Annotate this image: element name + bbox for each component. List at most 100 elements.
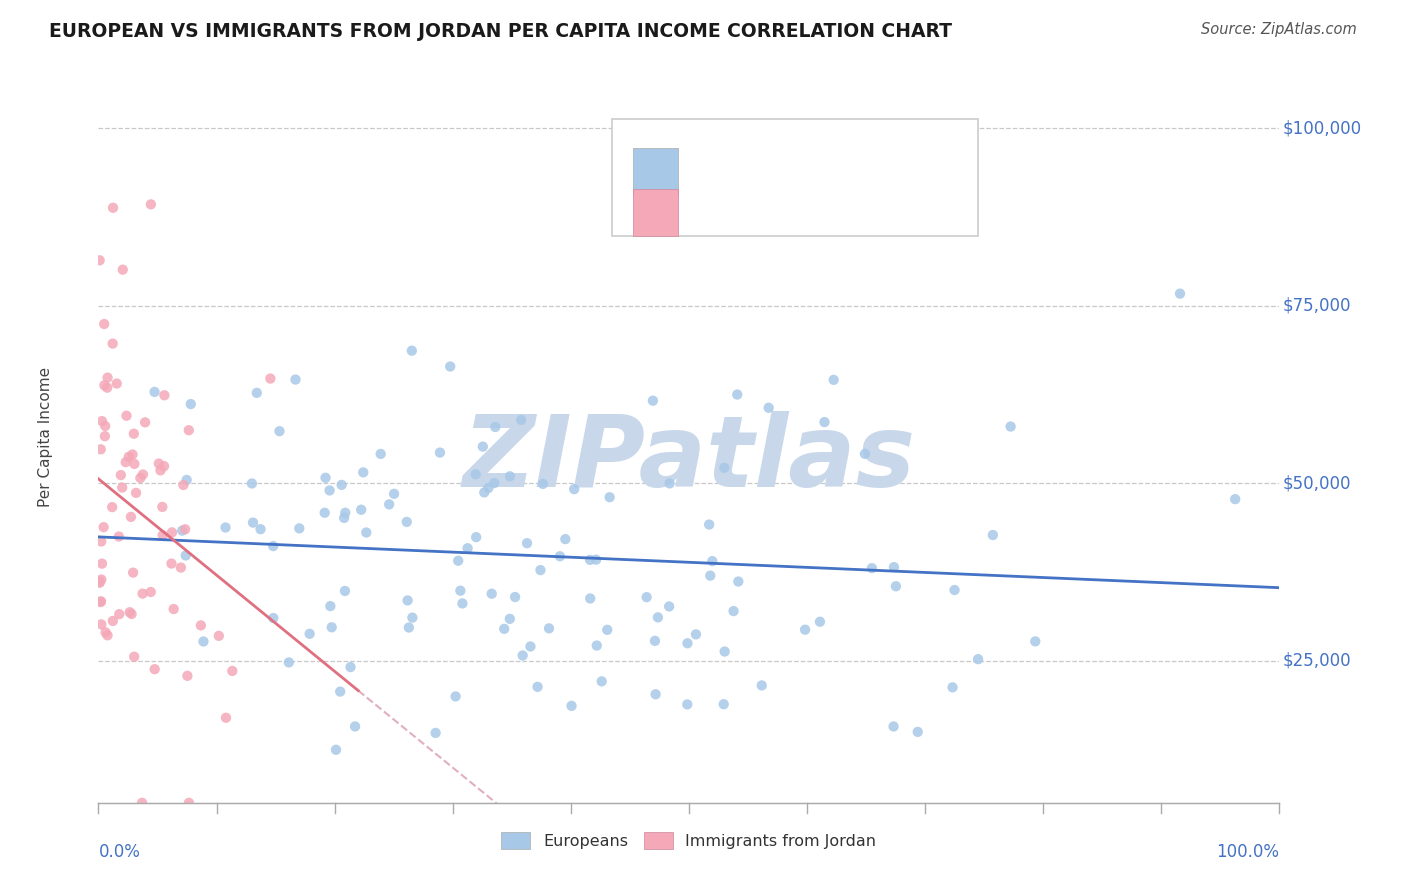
Text: $25,000: $25,000 (1284, 652, 1351, 670)
Point (439, 359, 461, 374)
Point (884, 579, 907, 593)
Point (702, 554, 724, 568)
Point (429, 445, 451, 459)
Point (333, 511, 356, 525)
Point (529, 563, 551, 577)
Point (725, 387, 748, 401)
Point (90, 573, 112, 587)
Point (449, 583, 471, 598)
Point (425, 726, 447, 740)
Point (93, 378, 115, 392)
Point (94, 419, 117, 434)
Point (471, 440, 494, 454)
Point (548, 549, 571, 564)
Point (531, 476, 554, 491)
Point (401, 610, 423, 624)
Point (465, 530, 488, 544)
Point (823, 373, 845, 387)
Point (325, 743, 347, 757)
Point (512, 648, 534, 663)
Point (240, 476, 263, 491)
Point (125, 486, 148, 500)
Point (526, 680, 548, 694)
Point (943, 582, 966, 597)
Point (644, 633, 666, 648)
Point (94, 429, 117, 443)
Point (883, 560, 905, 574)
Point (118, 605, 141, 619)
Point (579, 591, 602, 606)
Point (883, 719, 905, 733)
Point (90, 595, 112, 609)
Point (647, 610, 669, 624)
Point (516, 536, 538, 550)
Point (723, 604, 745, 618)
Text: $50,000: $50,000 (1284, 475, 1351, 492)
Point (641, 393, 664, 408)
Point (110, 468, 132, 483)
Point (153, 388, 176, 402)
Text: R =: R = (689, 162, 728, 180)
Point (121, 607, 143, 621)
Text: 0.0%: 0.0% (98, 843, 141, 861)
Point (96, 628, 118, 642)
Text: R =: R = (689, 203, 728, 221)
Point (177, 423, 200, 437)
Text: N =: N = (872, 203, 912, 221)
Point (981, 528, 1004, 542)
Point (96, 381, 118, 395)
Point (242, 516, 264, 530)
Point (262, 611, 284, 625)
Point (111, 481, 134, 495)
Point (93, 317, 115, 331)
Point (699, 568, 721, 582)
Point (457, 541, 479, 556)
Point (751, 678, 773, 692)
Point (284, 373, 307, 387)
Point (132, 467, 155, 482)
Point (114, 455, 136, 469)
Point (853, 447, 876, 461)
FancyBboxPatch shape (634, 148, 678, 195)
Point (658, 599, 681, 614)
Point (269, 424, 291, 438)
Point (143, 384, 166, 399)
Point (585, 639, 607, 653)
Point (122, 649, 145, 664)
Point (131, 796, 153, 810)
Text: 100.0%: 100.0% (1216, 843, 1279, 861)
Point (585, 552, 607, 566)
Point (499, 469, 522, 483)
Point (907, 724, 929, 739)
Point (89, 575, 111, 590)
Point (370, 447, 392, 461)
Point (120, 509, 142, 524)
Point (794, 623, 817, 637)
Text: EUROPEAN VS IMMIGRANTS FROM JORDAN PER CAPITA INCOME CORRELATION CHART: EUROPEAN VS IMMIGRANTS FROM JORDAN PER C… (49, 22, 952, 41)
Point (134, 415, 156, 429)
Point (727, 574, 749, 589)
Point (314, 506, 336, 520)
Point (139, 197, 162, 211)
Point (221, 664, 243, 678)
Point (101, 614, 124, 628)
Point (97, 370, 120, 384)
Point (176, 473, 198, 487)
Point (472, 485, 495, 500)
Point (105, 376, 128, 391)
Point (808, 615, 831, 629)
Point (344, 719, 367, 733)
Point (398, 621, 420, 635)
Point (298, 627, 321, 641)
Point (108, 607, 131, 622)
Point (277, 656, 299, 670)
Point (335, 506, 357, 520)
Point (477, 481, 499, 495)
Point (697, 517, 720, 532)
Point (101, 201, 124, 215)
Point (510, 413, 533, 427)
Text: 120: 120 (931, 162, 969, 180)
Point (1168, 286, 1191, 301)
Point (176, 669, 198, 683)
Point (101, 336, 124, 351)
